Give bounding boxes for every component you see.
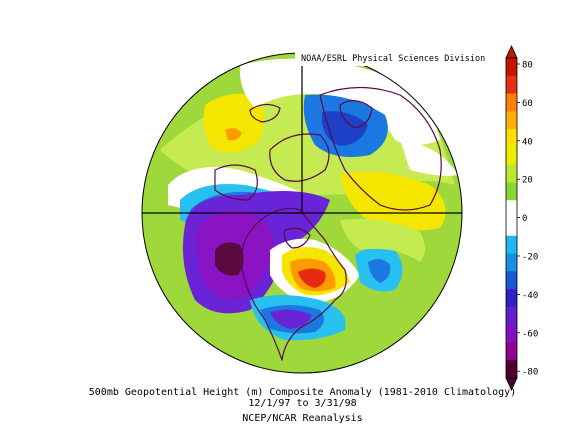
blue-trough-atlantic: [368, 259, 391, 283]
colorbar-segment: [506, 182, 517, 201]
coastline-arctic-islands: [249, 103, 281, 123]
colorbar-segment: [506, 360, 517, 379]
colorbar-segment: [506, 218, 517, 237]
colorbar-tick-label: 60: [522, 99, 533, 109]
colorbar-segment: [506, 306, 517, 325]
white-region-north: [239, 58, 440, 145]
colorbar-segment: [506, 75, 517, 94]
colorbar-segment: [506, 342, 517, 361]
colorbar-segment: [506, 289, 517, 308]
colorbar-segment: [506, 324, 517, 343]
coastlines: [214, 86, 442, 361]
coastline-eurasia: [319, 86, 442, 211]
caption-date-range: 12/1/97 to 3/31/98: [248, 398, 357, 409]
colorbar: 80 60 40 20 0 -20 -40 -60 -80: [505, 45, 538, 391]
colorbar-segment: [506, 253, 517, 272]
yellow-region-north: [203, 93, 264, 153]
colorbar-tick-label: -20: [522, 253, 538, 263]
caption-source: NCEP/NCAR Reanalysis: [242, 413, 363, 424]
coastline-alaska: [214, 164, 258, 201]
colorbar-segment: [506, 111, 517, 130]
colorbar-tick-label: 40: [522, 137, 533, 147]
colorbar-segment: [506, 164, 517, 183]
colorbar-tick-label: 20: [522, 176, 533, 186]
yellow-region-east: [340, 171, 446, 231]
red-ridge-core: [298, 268, 326, 288]
violet-trough-south: [270, 309, 312, 329]
colorbar-segment: [506, 235, 517, 254]
colorbar-segment: [506, 200, 517, 219]
reference-axes: [142, 53, 462, 214]
colorbar-tick-label: -80: [522, 368, 538, 378]
coastline-scandinavia: [339, 100, 373, 129]
credit-label: NOAA/ESRL Physical Sciences Division: [295, 52, 485, 66]
caption-title: 500mb Geopotential Height (m) Composite …: [88, 387, 517, 398]
colorbar-tick-label: 80: [522, 61, 533, 71]
light-green-atlantic: [340, 218, 425, 262]
dark-blue-core-north: [321, 111, 368, 146]
coastline-hudson-bay: [283, 227, 311, 249]
colorbar-tick-label: 0: [522, 214, 527, 224]
anomaly-regions: [160, 58, 458, 341]
colorbar-tick-label: -60: [522, 329, 538, 339]
colorbar-top-arrow: [505, 45, 518, 59]
white-region-east: [400, 140, 458, 176]
colorbar-segment: [506, 146, 517, 165]
colorbar-segment: [506, 93, 517, 112]
dark-purple-core-west: [215, 242, 244, 276]
coastline-greenland: [269, 133, 330, 182]
colorbar-tick-label: -40: [522, 291, 538, 301]
orange-spot-north: [225, 128, 242, 141]
coastline-north-america: [240, 207, 347, 361]
colorbar-segment: [506, 58, 517, 77]
colorbar-segment: [506, 271, 517, 290]
colorbar-segment: [506, 129, 517, 148]
